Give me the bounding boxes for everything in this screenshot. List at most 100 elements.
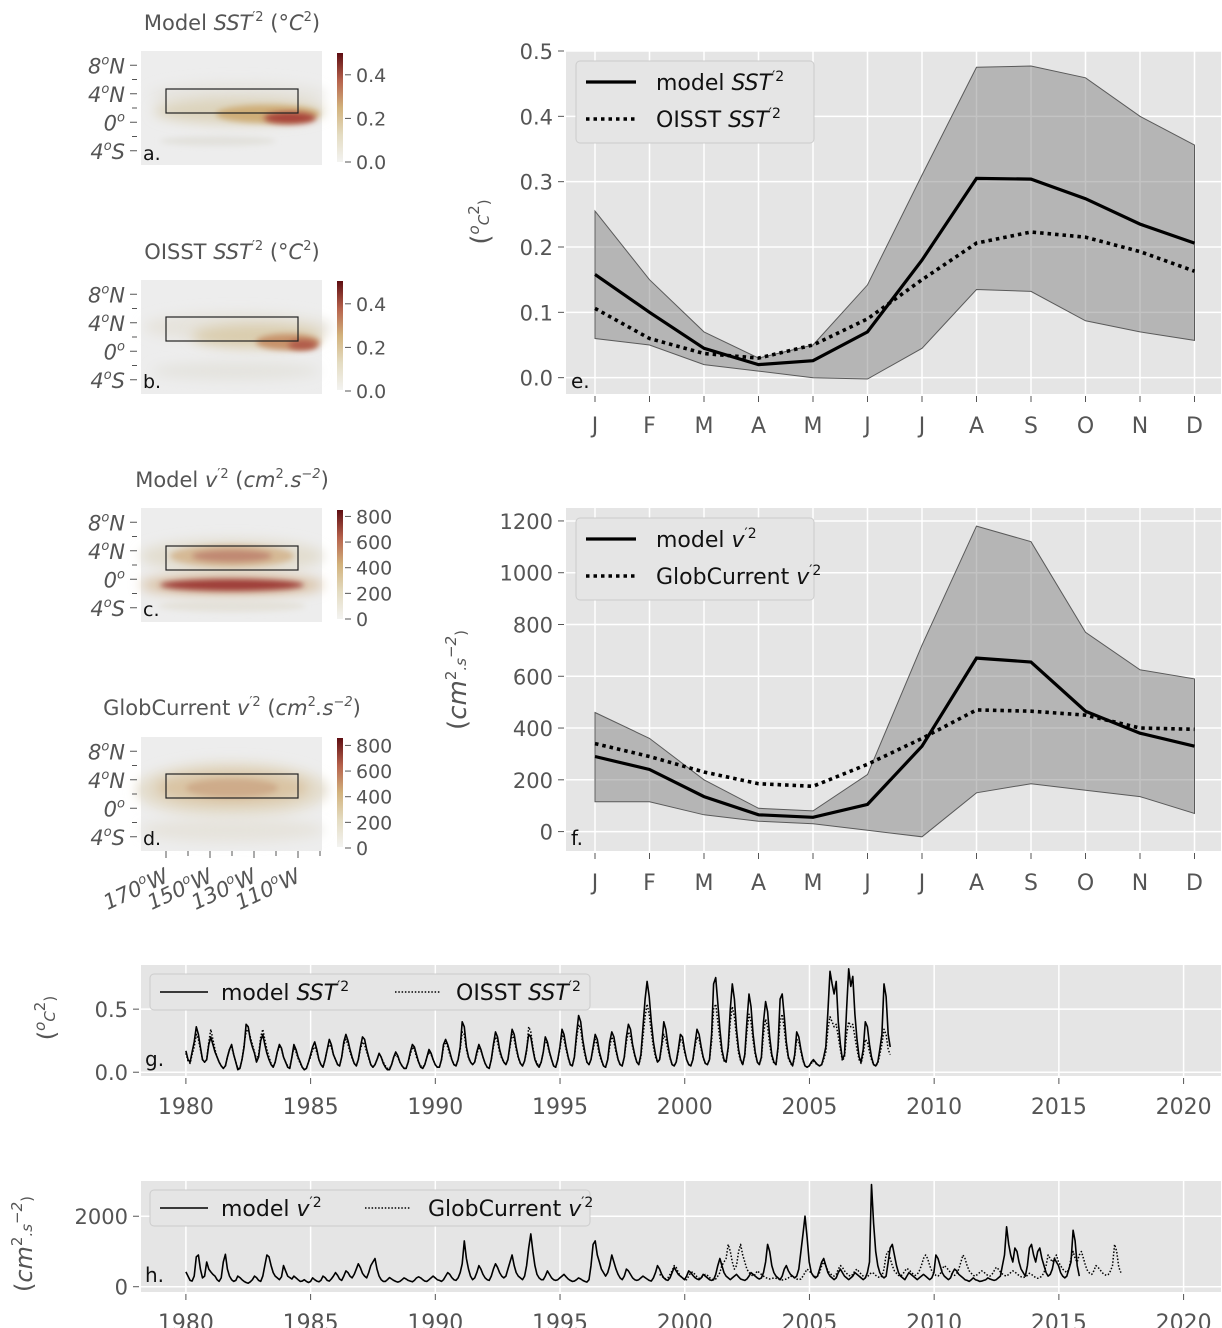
- xtick-label-f: M: [695, 871, 714, 896]
- panel-c: Model v′2 (cm2.s−2) c.: [135, 467, 343, 622]
- map-a-box: [165, 88, 299, 114]
- series-line-f-1: [594, 656, 1195, 819]
- legend-g-frame: [149, 973, 591, 1011]
- colorbar-c-tick-label: 200: [356, 583, 392, 605]
- xtick-label-h: 1990: [407, 1311, 463, 1328]
- xtick-label-e: D: [1186, 414, 1203, 439]
- map-a-ytick-label: 4oN: [88, 82, 125, 107]
- series-line-e-1: [594, 176, 1196, 367]
- panel-d-title: GlobCurrent v′2 (cm2.s−2): [103, 695, 361, 720]
- ylabel-g: (oC2): [31, 996, 61, 1040]
- legend-g-label-1: model SST′2: [221, 979, 349, 1006]
- xtick-label-h: 2020: [1156, 1311, 1212, 1328]
- colorbar-d-tick-label: 600: [356, 761, 392, 783]
- ytick-label-f: 200: [513, 769, 553, 793]
- map-c-box: [165, 545, 299, 571]
- xtick-label-e: J: [590, 414, 599, 439]
- panel-d: GlobCurrent v′2 (cm2.s−2) d.: [103, 695, 361, 851]
- series-line-h-1: [185, 1183, 1081, 1284]
- map-c-ytick-label: 8oN: [88, 510, 125, 535]
- xtick-label-g: 2015: [1031, 1095, 1087, 1120]
- map-d-ytick-label: 4oN: [88, 768, 125, 793]
- xtick-label-f: O: [1077, 871, 1094, 896]
- map-c-ytick-label: 4oN: [88, 539, 125, 564]
- legend-h-label-1: model v′2: [221, 1195, 322, 1222]
- colorbar-a-tick-label: 0.2: [356, 108, 386, 130]
- spread-band-f: [594, 525, 1195, 838]
- map-a-ytick-label: 4oS: [90, 139, 125, 164]
- series-line-e-2: [594, 230, 1196, 360]
- map-d-ytick-label: 0o: [104, 796, 125, 821]
- xtick-label-e: N: [1132, 414, 1148, 439]
- xtick-label-e: A: [751, 414, 766, 439]
- panel-h-letter: h.: [145, 1263, 164, 1287]
- xtick-label-e: A: [969, 414, 984, 439]
- colorbar-a-tick-label: 0.0: [356, 152, 386, 174]
- ytick-label-f: 800: [513, 613, 553, 637]
- xtick-label-h: 1995: [532, 1311, 588, 1328]
- xtick-label-f: A: [969, 871, 984, 896]
- map-d-box: [165, 773, 299, 799]
- ytick-label-f: 400: [513, 717, 553, 741]
- xtick-label-e: O: [1077, 414, 1094, 439]
- xtick-label-e: M: [804, 414, 823, 439]
- ytick-label-e: 0.3: [520, 171, 553, 195]
- legend-e-label-2: OISST SST′2: [656, 106, 781, 133]
- xtick-label-g: 1985: [283, 1095, 339, 1120]
- ytick-label-e: 0.2: [520, 236, 553, 260]
- colorbar-d-tick-label: 200: [356, 812, 392, 834]
- xtick-label-f: M: [804, 871, 823, 896]
- xtick-label-g: 2010: [906, 1095, 962, 1120]
- map-a-ytick-label: 0o: [104, 110, 125, 135]
- legend-h-frame: [149, 1189, 591, 1227]
- xtick-label-f: D: [1186, 871, 1203, 896]
- map-c-ytick-label: 4oS: [90, 596, 125, 621]
- xtick-label-f: F: [643, 871, 656, 896]
- colorbar-c-tick-label: 400: [356, 558, 392, 580]
- xtick-label-f: N: [1132, 871, 1148, 896]
- plot-h-content: 0 2000 1980 1985 1990 1995 2000 2005 2010 2015 202…: [8, 1181, 1221, 1328]
- colorbar-d: [337, 738, 343, 847]
- panel-c-title: Model v′2 (cm2.s−2): [135, 467, 329, 492]
- xtick-label-h: 2005: [781, 1311, 837, 1328]
- plot-g-content: 0.0 0.5 1980 1985 1990 1995 2000 2005 2010 2015 20…: [31, 965, 1221, 1120]
- legend-e-label-1: model SST′2: [656, 69, 784, 96]
- legend-h-label-2: GlobCurrent v′2: [428, 1195, 593, 1222]
- panel-a-letter: a.: [143, 143, 161, 165]
- legend-e: [575, 60, 815, 144]
- panel-d-letter: d.: [143, 828, 161, 850]
- map-b-axes: 8oN 4oN 0o 4oS 0.4 0.2 0.0: [88, 282, 386, 403]
- panel-f-letter: f.: [571, 826, 583, 850]
- ylabel-h: (cm2.s−2): [8, 1196, 38, 1292]
- map-d-ytick-label: 4oS: [90, 825, 125, 850]
- ytick-label-f: 1000: [500, 562, 553, 586]
- xtick-label-h: 2010: [906, 1311, 962, 1328]
- xtick-label-e: J: [862, 414, 871, 439]
- legend-f: [575, 517, 815, 601]
- colorbar-a: [337, 53, 343, 162]
- map-b-ytick-label: 4oN: [88, 311, 125, 336]
- legend-h: [149, 1189, 591, 1227]
- ytick-label-e: 0.4: [520, 105, 553, 129]
- map-b-ytick-label: 8oN: [88, 282, 125, 307]
- ytick-label-f: 1200: [500, 510, 553, 534]
- panel-e-letter: e.: [571, 369, 590, 393]
- xtick-label-e: J: [917, 414, 926, 439]
- xtick-label-g: 2000: [657, 1095, 713, 1120]
- xtick-label-h: 2000: [657, 1311, 713, 1328]
- ytick-label-e: 0.0: [520, 367, 553, 391]
- map-c-field: [140, 539, 324, 612]
- panel-c-letter: c.: [143, 599, 160, 621]
- map-d-ytick-label: 8oN: [88, 739, 125, 764]
- map-c-ytick-label: 0o: [104, 567, 125, 592]
- ylabel-f: (cm2.s−2): [442, 630, 473, 730]
- map-b-box: [165, 316, 299, 342]
- plot-e-content: 0.0 0.1 0.2 0.3 0.4 0.5 J F M A M J J A S O N De. model SS…: [465, 40, 1221, 439]
- legend-f-label-1: model v′2: [656, 526, 757, 553]
- panel-g-letter: g.: [145, 1047, 164, 1071]
- xtick-label-g: 2005: [781, 1095, 837, 1120]
- colorbar-c-tick-label: 0: [356, 609, 368, 631]
- map-b-ytick-label: 4oS: [90, 368, 125, 393]
- colorbar-b: [337, 281, 343, 390]
- xtick-label-g: 1995: [532, 1095, 588, 1120]
